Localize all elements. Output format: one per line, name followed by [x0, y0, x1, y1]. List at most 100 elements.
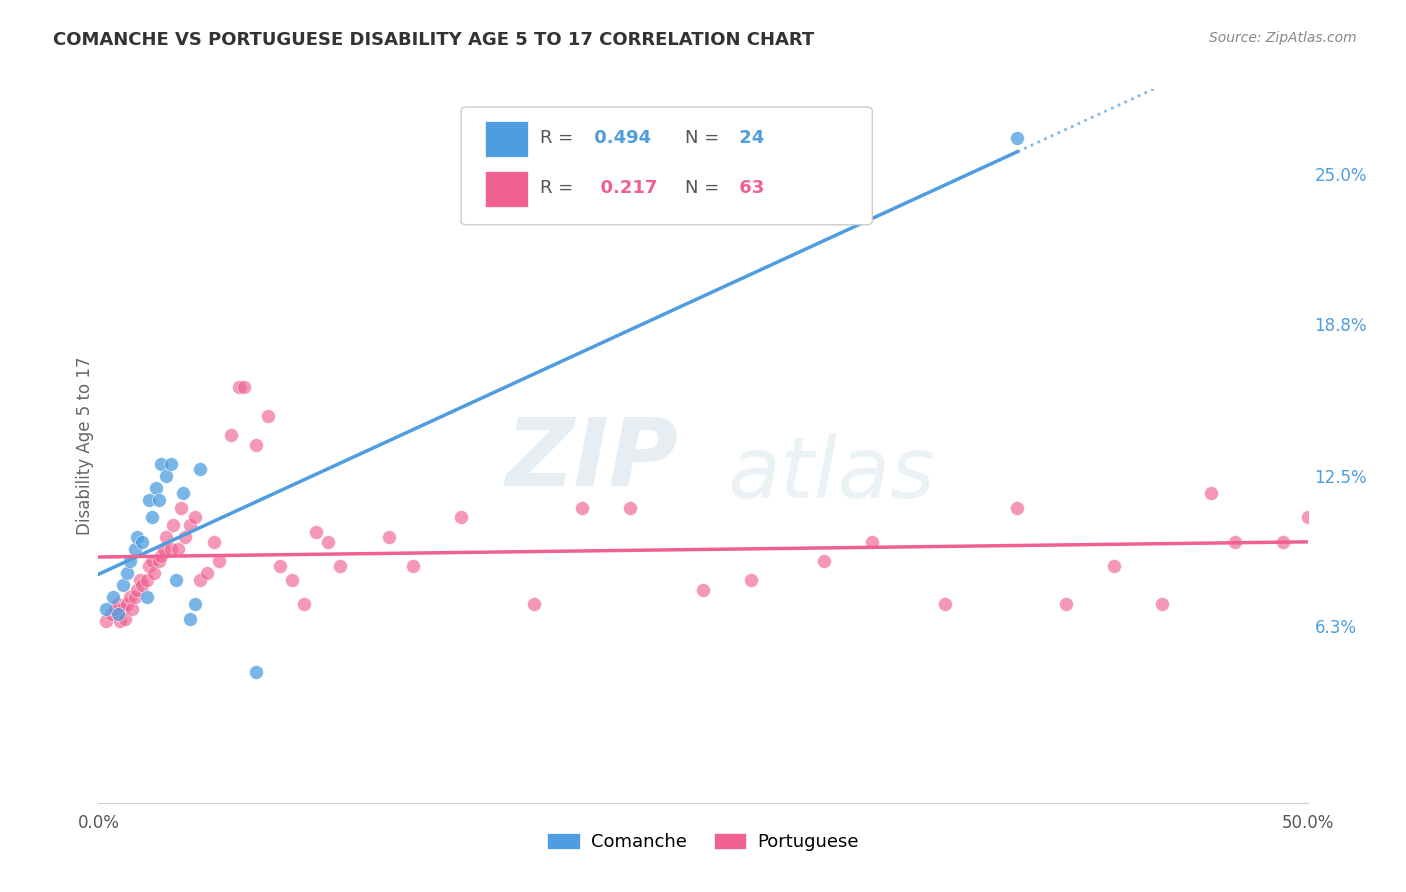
Text: Source: ZipAtlas.com: Source: ZipAtlas.com — [1209, 31, 1357, 45]
Point — [256, 409, 278, 423]
Point — [141, 554, 163, 568]
Point — [148, 554, 170, 568]
Point — [1007, 500, 1029, 515]
Point — [1296, 510, 1319, 524]
Point — [114, 612, 136, 626]
Point — [141, 510, 163, 524]
Point — [813, 554, 835, 568]
Point — [160, 457, 183, 471]
Text: 24: 24 — [734, 128, 765, 146]
Point — [188, 462, 211, 476]
Point — [692, 582, 714, 597]
Point — [571, 500, 593, 515]
Text: R =: R = — [540, 178, 574, 196]
Point — [1102, 558, 1125, 573]
Point — [377, 530, 399, 544]
Point — [124, 590, 146, 604]
Point — [305, 524, 328, 539]
Bar — [485, 171, 527, 207]
Point — [121, 602, 143, 616]
Point — [281, 574, 304, 588]
Text: R =: R = — [540, 128, 574, 146]
Point — [127, 530, 149, 544]
Point — [135, 574, 157, 588]
Point — [165, 574, 187, 588]
Point — [1152, 598, 1174, 612]
Point — [523, 598, 546, 612]
Point — [179, 517, 201, 532]
Point — [860, 534, 883, 549]
Point — [127, 582, 149, 597]
Point — [619, 500, 641, 515]
Point — [138, 558, 160, 573]
Point — [740, 574, 762, 588]
Point — [316, 534, 339, 549]
Point — [150, 549, 173, 563]
Point — [124, 541, 146, 556]
Point — [195, 566, 218, 580]
Point — [118, 590, 141, 604]
Point — [221, 428, 243, 442]
Point — [167, 541, 190, 556]
Point — [111, 578, 134, 592]
Text: ZIP: ZIP — [506, 414, 679, 507]
Bar — [485, 121, 527, 157]
Point — [172, 486, 194, 500]
Text: 0.217: 0.217 — [588, 178, 658, 196]
Point — [111, 602, 134, 616]
Point — [135, 590, 157, 604]
FancyBboxPatch shape — [461, 107, 872, 225]
Point — [150, 457, 173, 471]
Point — [107, 598, 129, 612]
Text: COMANCHE VS PORTUGUESE DISABILITY AGE 5 TO 17 CORRELATION CHART: COMANCHE VS PORTUGUESE DISABILITY AGE 5 … — [53, 31, 814, 49]
Point — [1054, 598, 1077, 612]
Point — [208, 554, 231, 568]
Point — [155, 469, 177, 483]
Point — [143, 566, 166, 580]
Point — [228, 380, 250, 394]
Point — [934, 598, 956, 612]
Y-axis label: Disability Age 5 to 17: Disability Age 5 to 17 — [76, 357, 94, 535]
Point — [450, 510, 472, 524]
Point — [162, 517, 184, 532]
Point — [107, 607, 129, 621]
Point — [184, 598, 207, 612]
Point — [94, 602, 117, 616]
Point — [188, 574, 211, 588]
Point — [148, 493, 170, 508]
Point — [100, 607, 122, 621]
Point — [174, 530, 197, 544]
Point — [117, 598, 139, 612]
Point — [101, 590, 124, 604]
Point — [169, 500, 191, 515]
Point — [104, 602, 127, 616]
Point — [145, 481, 167, 495]
Legend: Comanche, Portuguese: Comanche, Portuguese — [540, 825, 866, 858]
Point — [269, 558, 291, 573]
Point — [232, 380, 254, 394]
Point — [94, 615, 117, 629]
Point — [1007, 130, 1029, 145]
Point — [292, 598, 315, 612]
Point — [117, 566, 139, 580]
Point — [204, 534, 226, 549]
Point — [179, 612, 201, 626]
Point — [108, 615, 131, 629]
Point — [138, 493, 160, 508]
Point — [131, 534, 153, 549]
Text: 63: 63 — [734, 178, 765, 196]
Point — [245, 665, 267, 680]
Point — [329, 558, 352, 573]
Point — [155, 530, 177, 544]
Point — [118, 554, 141, 568]
Point — [152, 541, 174, 556]
Point — [1223, 534, 1246, 549]
Text: atlas: atlas — [727, 433, 935, 516]
Point — [1272, 534, 1295, 549]
Point — [184, 510, 207, 524]
Point — [128, 574, 150, 588]
Text: N =: N = — [685, 178, 718, 196]
Point — [160, 541, 183, 556]
Text: 0.494: 0.494 — [588, 128, 651, 146]
Text: N =: N = — [685, 128, 718, 146]
